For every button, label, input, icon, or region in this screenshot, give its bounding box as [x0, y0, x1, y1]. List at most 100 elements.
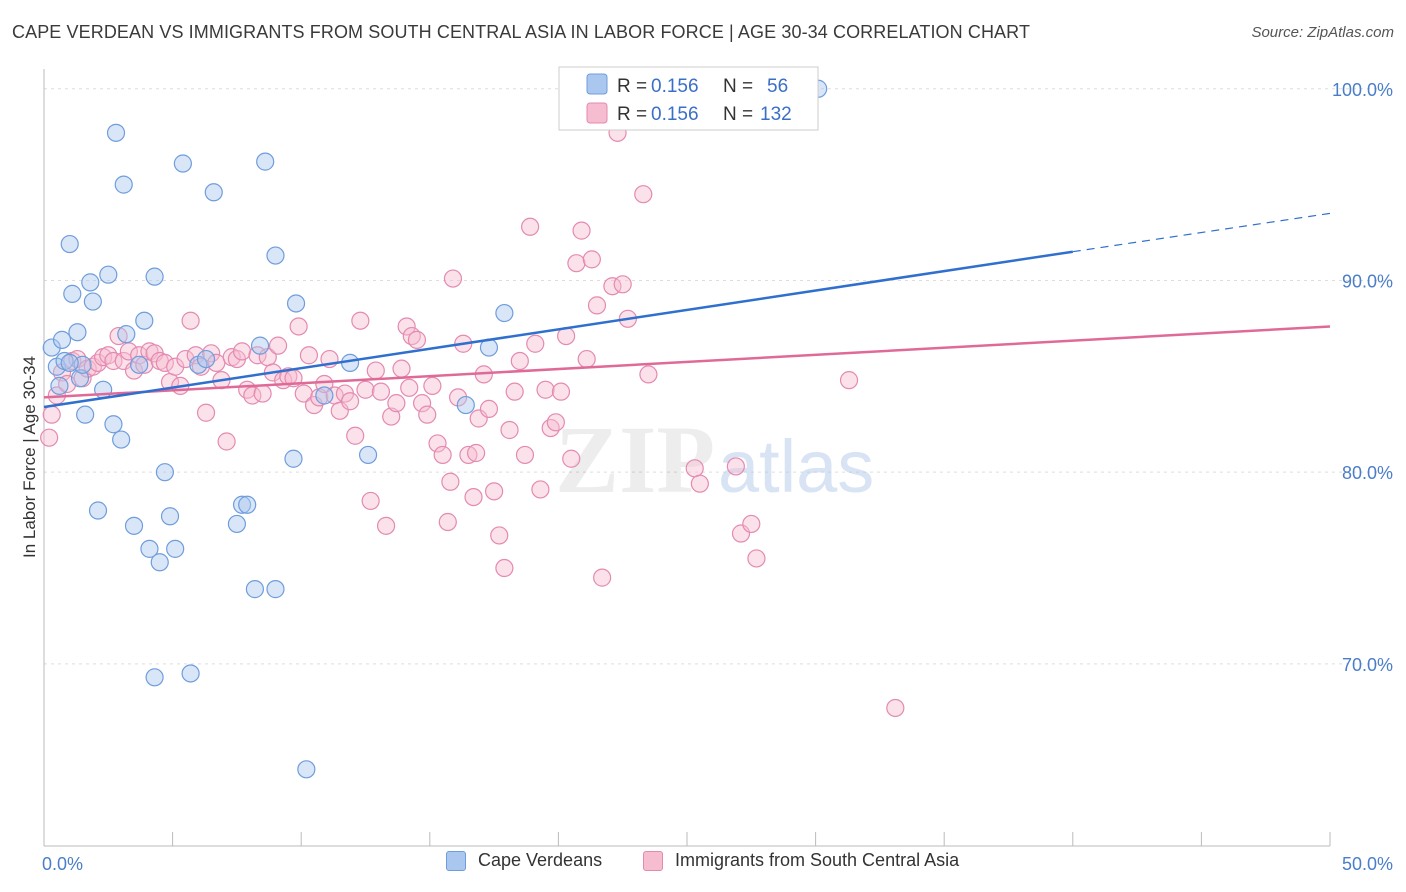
data-point-cape-verdeans [256, 152, 275, 171]
data-point-cape-verdeans [245, 580, 265, 599]
data-point-immigrants [387, 394, 406, 413]
watermark-zip: ZIP [555, 406, 715, 513]
data-point-cape-verdeans [160, 507, 180, 526]
legend-n-value-1: 56 [767, 76, 788, 97]
data-point-immigrants [582, 250, 601, 269]
chart-source: Source: ZipAtlas.com [1251, 24, 1394, 41]
data-point-cape-verdeans [88, 501, 108, 520]
data-point-immigrants [400, 378, 419, 397]
data-point-immigrants [515, 445, 535, 465]
bottom-legend-label-cape-verdeans: Cape Verdeans [478, 850, 603, 870]
data-point-cape-verdeans [284, 449, 303, 468]
data-point-immigrants [742, 514, 761, 534]
data-point-immigrants [166, 357, 185, 376]
bottom-legend-label-immigrants: Immigrants from South Central Asia [675, 850, 960, 870]
data-point-immigrants [433, 445, 452, 465]
data-point-immigrants [382, 407, 401, 426]
data-point-immigrants [726, 457, 745, 476]
series-immigrants-points [40, 79, 905, 718]
data-point-cape-verdeans [196, 349, 216, 369]
data-point-cape-verdeans [106, 123, 126, 142]
data-point-cape-verdeans [181, 664, 200, 683]
data-point-cape-verdeans [250, 336, 270, 355]
data-point-immigrants [685, 459, 704, 478]
data-point-immigrants [423, 376, 442, 396]
data-point-immigrants [464, 487, 483, 507]
data-point-cape-verdeans [42, 338, 61, 357]
data-point-immigrants [418, 405, 437, 424]
data-point-immigrants [202, 344, 221, 363]
x-tick-label-min: 0.0% [42, 854, 83, 874]
legend-n-value-2: 132 [760, 104, 792, 125]
data-point-immigrants [510, 351, 529, 371]
data-point-immigrants [289, 317, 308, 336]
y-axis-tick-labels: 70.0% 80.0% 90.0% 100.0% [1332, 80, 1393, 675]
data-point-immigrants [104, 351, 123, 371]
data-point-immigrants [351, 311, 370, 330]
data-point-cape-verdeans [173, 154, 192, 173]
data-point-immigrants [634, 185, 653, 204]
data-point-immigrants [340, 392, 360, 411]
data-point-cape-verdeans [297, 760, 316, 779]
data-point-immigrants [479, 399, 499, 419]
chart-title: CAPE VERDEAN VS IMMIGRANTS FROM SOUTH CE… [12, 22, 1031, 42]
data-point-immigrants [441, 472, 460, 491]
data-point-immigrants [526, 334, 545, 353]
data-point-cape-verdeans [114, 175, 133, 194]
data-point-immigrants [521, 217, 540, 236]
trend-line-immigrants [43, 325, 1331, 399]
data-point-immigrants [613, 275, 632, 294]
data-point-immigrants [490, 526, 509, 545]
data-point-immigrants [42, 405, 61, 424]
data-point-immigrants [299, 346, 319, 365]
data-point-cape-verdeans [145, 267, 164, 286]
data-point-cape-verdeans [68, 323, 87, 342]
data-point-immigrants [593, 568, 612, 587]
data-point-immigrants [119, 342, 138, 361]
data-point-immigrants [346, 426, 365, 445]
data-point-immigrants [505, 382, 524, 401]
data-point-immigrants [268, 336, 288, 355]
data-point-immigrants [428, 434, 447, 453]
data-point-cape-verdeans [124, 516, 144, 535]
data-point-cape-verdeans [204, 183, 223, 202]
legend-r-value-2: 0.156 [651, 104, 699, 125]
data-point-immigrants [88, 353, 108, 372]
data-point-cape-verdeans [130, 355, 149, 374]
data-point-cape-verdeans [140, 539, 159, 558]
legend-swatch-pink [586, 102, 608, 124]
y-tick-label: 90.0% [1342, 271, 1393, 291]
y-tick-label: 100.0% [1332, 80, 1393, 100]
data-point-cape-verdeans [50, 376, 69, 396]
data-point-cape-verdeans [70, 369, 90, 388]
data-point-cape-verdeans [166, 539, 185, 558]
data-point-immigrants [886, 698, 905, 718]
data-point-immigrants [531, 480, 550, 499]
data-point-immigrants [407, 330, 427, 349]
legend-r-value-1: 0.156 [651, 76, 699, 97]
legend-r-label-1: R = [617, 76, 647, 97]
data-point-immigrants [546, 413, 565, 432]
data-point-immigrants [366, 361, 385, 380]
data-point-cape-verdeans [315, 386, 334, 405]
data-point-cape-verdeans [63, 284, 82, 303]
data-point-immigrants [232, 342, 252, 361]
data-point-immigrants [438, 512, 457, 532]
data-point-cape-verdeans [117, 325, 136, 344]
data-point-cape-verdeans [358, 445, 378, 465]
data-point-cape-verdeans [83, 292, 102, 311]
bottom-legend-swatch-blue [446, 850, 466, 871]
data-point-immigrants [587, 296, 607, 315]
data-point-immigrants [466, 443, 486, 463]
bottom-legend-item-immigrants: Immigrants from South Central Asia [643, 850, 959, 871]
data-point-cape-verdeans [286, 294, 306, 313]
data-point-immigrants [690, 474, 709, 493]
data-point-immigrants [217, 432, 236, 451]
data-point-cape-verdeans [60, 234, 79, 254]
legend-n-label-2: N = [723, 104, 753, 125]
data-point-immigrants [536, 380, 555, 399]
data-point-immigrants [371, 382, 391, 401]
data-point-immigrants [495, 558, 514, 578]
y-tick-label: 70.0% [1342, 655, 1393, 675]
legend-box: R = 0.156 N = 56 R = 0.156 N = 132 [558, 66, 819, 131]
